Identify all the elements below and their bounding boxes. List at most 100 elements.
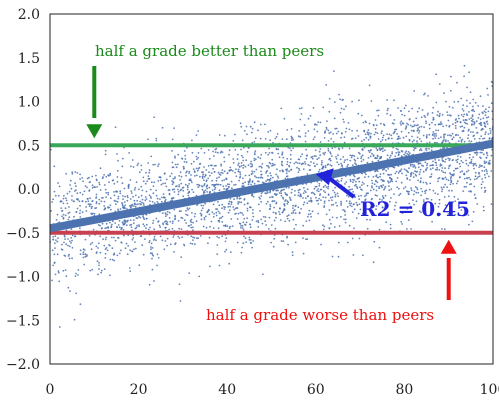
scatter-point xyxy=(188,272,191,274)
scatter-point xyxy=(443,196,446,198)
scatter-point xyxy=(215,147,218,150)
scatter-point xyxy=(353,155,356,158)
scatter-point xyxy=(366,131,369,134)
scatter-point xyxy=(188,172,191,175)
scatter-point xyxy=(133,199,136,202)
scatter-point xyxy=(286,170,288,172)
scatter-point xyxy=(322,106,325,109)
scatter-point xyxy=(425,136,428,139)
scatter-point xyxy=(420,187,422,190)
scatter-point xyxy=(189,178,192,181)
scatter-point xyxy=(63,241,65,244)
scatter-point xyxy=(159,198,161,201)
scatter-point xyxy=(182,189,185,192)
scatter-point xyxy=(220,150,223,153)
scatter-point xyxy=(387,181,390,184)
scatter-point xyxy=(57,237,59,240)
scatter-point xyxy=(188,183,191,185)
scatter-point xyxy=(88,176,90,179)
scatter-point xyxy=(91,241,94,244)
scatter-point xyxy=(254,137,257,140)
scatter-point xyxy=(382,196,385,199)
scatter-point xyxy=(225,248,228,251)
scatter-point xyxy=(364,176,366,179)
scatter-point xyxy=(251,127,254,130)
scatter-point xyxy=(144,199,147,202)
scatter-point xyxy=(95,207,98,209)
scatter-point xyxy=(292,212,295,214)
scatter-point xyxy=(369,135,372,138)
scatter-point xyxy=(435,129,437,132)
scatter-point xyxy=(297,189,300,192)
scatter-point xyxy=(221,215,224,218)
scatter-point xyxy=(447,213,450,215)
scatter-point xyxy=(482,209,485,212)
scatter-point xyxy=(393,193,395,196)
scatter-point xyxy=(192,236,194,239)
scatter-point xyxy=(253,182,256,185)
scatter-point xyxy=(185,213,188,216)
scatter-point xyxy=(144,238,146,241)
scatter-point xyxy=(117,195,120,198)
scatter-point xyxy=(360,160,363,163)
scatter-point xyxy=(260,200,263,203)
scatter-point xyxy=(126,253,129,256)
scatter-point xyxy=(426,114,429,116)
scatter-point xyxy=(292,147,294,150)
scatter-point xyxy=(133,219,135,222)
scatter-point xyxy=(77,274,79,276)
scatter-point xyxy=(232,206,235,208)
scatter-point xyxy=(456,81,458,84)
scatter-point xyxy=(295,161,297,164)
scatter-point xyxy=(208,157,211,160)
scatter-point xyxy=(294,194,296,197)
scatter-point xyxy=(346,194,348,197)
scatter-point xyxy=(412,166,415,168)
scatter-point xyxy=(178,227,181,230)
scatter-point xyxy=(74,190,76,192)
scatter-point xyxy=(340,202,343,205)
scatter-point xyxy=(212,203,215,206)
scatter-point xyxy=(280,194,283,197)
scatter-point xyxy=(249,223,252,226)
scatter-point xyxy=(86,177,89,180)
scatter-point xyxy=(356,187,359,190)
scatter-point xyxy=(252,215,255,218)
scatter-point xyxy=(281,211,284,214)
scatter-point xyxy=(454,121,457,124)
scatter-point xyxy=(69,240,71,243)
scatter-point xyxy=(60,207,63,210)
scatter-point xyxy=(318,168,321,171)
scatter-point xyxy=(457,114,460,117)
scatter-point xyxy=(432,131,435,133)
scatter-point xyxy=(344,214,346,216)
scatter-point xyxy=(83,190,86,193)
scatter-point xyxy=(166,221,169,224)
scatter-point xyxy=(323,137,326,139)
scatter-point xyxy=(438,83,441,85)
scatter-point xyxy=(411,125,414,128)
scatter-point xyxy=(153,181,156,184)
scatter-point xyxy=(322,152,325,155)
scatter-point xyxy=(395,128,398,131)
scatter-point xyxy=(243,130,246,132)
scatter-point xyxy=(418,210,421,213)
scatter-point xyxy=(84,238,87,241)
scatter-point xyxy=(212,227,215,230)
scatter-point xyxy=(275,173,277,176)
scatter-point xyxy=(206,185,208,187)
scatter-point xyxy=(485,168,488,171)
scatter-point xyxy=(155,139,158,142)
scatter-point xyxy=(425,169,427,172)
scatter-point xyxy=(310,215,312,218)
scatter-point xyxy=(228,209,231,212)
scatter-point xyxy=(352,181,354,184)
scatter-point xyxy=(462,115,465,118)
scatter-point xyxy=(108,206,111,209)
scatter-point xyxy=(357,177,360,180)
scatter-point xyxy=(424,92,426,95)
scatter-point xyxy=(260,170,262,173)
scatter-point xyxy=(114,126,117,129)
scatter-point xyxy=(444,167,446,170)
scatter-point xyxy=(345,181,348,184)
